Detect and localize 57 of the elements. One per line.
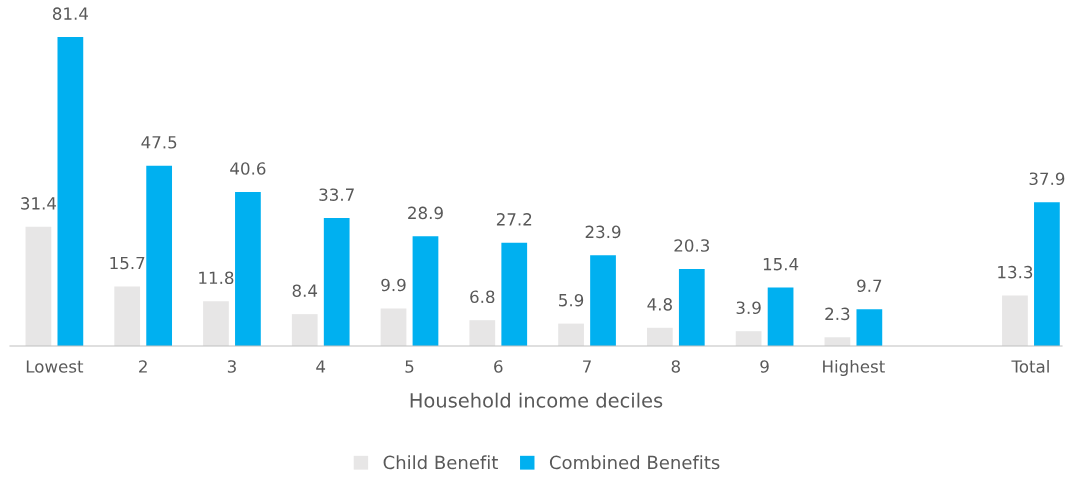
data-label: 5.9 <box>559 293 584 307</box>
data-label: 15.4 <box>763 258 799 271</box>
data-label: 40.6 <box>230 162 266 175</box>
data-label: 11.8 <box>199 271 234 285</box>
bar <box>590 255 616 346</box>
x-tick-label: 9 <box>760 360 769 373</box>
bar <box>57 37 84 346</box>
bar <box>558 323 584 346</box>
bar <box>678 268 705 346</box>
data-label: 3.9 <box>736 301 761 315</box>
bar <box>1002 295 1028 346</box>
bar <box>235 191 261 346</box>
data-label: 2.3 <box>825 307 850 321</box>
x-tick-label: 2 <box>139 360 147 373</box>
bar <box>767 287 794 346</box>
bar <box>1034 202 1060 346</box>
bar <box>146 165 173 346</box>
data-label: 23.9 <box>585 225 621 239</box>
data-label: 47.5 <box>141 136 177 149</box>
bar <box>856 309 883 346</box>
data-label: 20.3 <box>674 239 710 252</box>
data-label: 28.9 <box>408 206 443 220</box>
x-tick-label: Lowest <box>26 360 84 373</box>
data-label: 31.4 <box>21 197 57 210</box>
data-label: 13.3 <box>998 265 1033 279</box>
x-tick-label: Highest <box>823 359 885 377</box>
x-tick-label: 5 <box>405 360 414 373</box>
x-tick-label: Total <box>1011 359 1049 373</box>
data-label: 9.7 <box>857 279 882 293</box>
x-tick-label: 3 <box>227 360 236 373</box>
data-label: 81.4 <box>52 7 88 20</box>
bar <box>469 320 496 346</box>
x-tick-label: 7 <box>583 360 591 373</box>
data-label: 33.7 <box>319 188 354 201</box>
bar <box>412 236 439 346</box>
bar <box>291 314 318 346</box>
data-label: 27.2 <box>496 213 532 226</box>
data-label: 9.9 <box>381 278 406 292</box>
bar <box>323 218 350 346</box>
bar <box>25 226 52 346</box>
data-label: 8.4 <box>292 284 318 297</box>
x-tick-label: 6 <box>494 360 503 373</box>
bar <box>501 242 528 346</box>
data-label: 4.8 <box>647 298 672 311</box>
data-label: 37.9 <box>1029 172 1065 186</box>
legend-label: Combined Benefits <box>549 455 720 470</box>
bar <box>380 308 407 346</box>
x-tick-label: 8 <box>671 360 680 373</box>
x-tick-label: 4 <box>316 360 326 373</box>
x-axis-title: Household income deciles <box>410 392 663 408</box>
legend-label: Child Benefit <box>383 455 498 470</box>
bar <box>203 301 229 346</box>
data-label: 15.7 <box>110 256 145 270</box>
bar <box>735 331 762 346</box>
bar <box>646 327 673 346</box>
bar <box>114 286 141 346</box>
data-label: 6.8 <box>470 290 495 304</box>
